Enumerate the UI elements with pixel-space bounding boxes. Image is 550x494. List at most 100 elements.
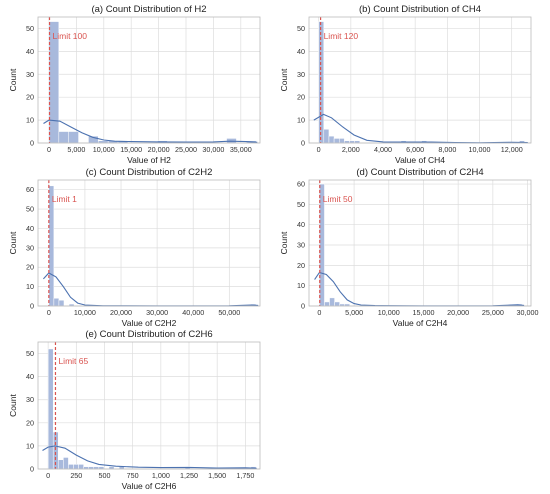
y-tick-label: 20 — [297, 93, 305, 102]
y-tick-label: 20 — [26, 263, 34, 272]
y-tick-label: 0 — [30, 465, 34, 474]
x-tick-label: 0 — [47, 308, 51, 317]
x-axis-label: Value of C2H6 — [122, 481, 177, 491]
y-tick-label: 60 — [26, 185, 34, 194]
y-tick-label: 50 — [297, 24, 305, 33]
chart-title: (e) Count Distribution of C2H6 — [85, 329, 212, 340]
histogram-bar — [63, 457, 69, 470]
chart-title: (a) Count Distribution of H2 — [91, 4, 206, 15]
histogram-bar — [338, 138, 345, 144]
histogram-bar — [68, 464, 74, 470]
x-tick-label: 12,000 — [501, 145, 523, 154]
kde-curve — [42, 445, 257, 469]
y-tick-label: 40 — [26, 224, 34, 233]
x-tick-label: 30,000 — [517, 308, 539, 317]
x-tick-label: 40,000 — [182, 308, 204, 317]
chart-title: (b) Count Distribution of CH4 — [359, 4, 481, 15]
y-tick-label: 50 — [26, 24, 34, 33]
histogram-bar — [324, 301, 330, 307]
y-tick-label: 10 — [26, 282, 34, 291]
y-tick-label: 50 — [26, 205, 34, 214]
x-tick-label: 25,000 — [482, 308, 504, 317]
histogram-bar — [53, 297, 60, 307]
y-tick-label: 20 — [297, 261, 305, 270]
x-tick-label: 0 — [46, 471, 50, 480]
y-axis-label: Count — [279, 231, 289, 254]
histogram-bar — [68, 131, 79, 144]
x-tick-label: 750 — [127, 471, 139, 480]
x-tick-label: 5,000 — [67, 145, 85, 154]
limit-label: Limit 50 — [323, 194, 353, 204]
x-tick-label: 1,500 — [208, 471, 226, 480]
chart-panel-h2: Limit 100 0 5,000 10,000 15,000 20,000 25,000 3… — [8, 4, 261, 165]
chart-panel-c2h2: Limit 1 0 10,000 20,000 30,000 40,000 50,000 0 1… — [8, 167, 261, 328]
x-tick-label: 8,000 — [438, 145, 456, 154]
x-tick-label: 25,000 — [175, 145, 197, 154]
x-tick-label: 10,000 — [469, 145, 491, 154]
x-tick-label: 15,000 — [412, 308, 434, 317]
x-tick-label: 35,000 — [230, 145, 252, 154]
x-tick-label: 20,000 — [110, 308, 132, 317]
y-tick-label: 40 — [297, 47, 305, 56]
histogram-bar — [333, 138, 340, 144]
y-tick-label: 10 — [297, 116, 305, 125]
y-axis-label: Count — [279, 68, 289, 91]
kde-curve — [313, 113, 528, 144]
y-axis-label: Count — [8, 394, 18, 417]
chart-panel-c2h6: Limit 65 0 250 500 750 1,000 1,250 1,500 1,750 0 1… — [8, 329, 261, 491]
x-tick-label: 20,000 — [447, 308, 469, 317]
chart-title: (c) Count Distribution of C2H2 — [86, 167, 213, 178]
x-tick-label: 6,000 — [406, 145, 424, 154]
y-tick-label: 10 — [26, 116, 34, 125]
plot-frame — [308, 16, 532, 144]
x-tick-label: 30,000 — [146, 308, 168, 317]
kde-curve — [42, 272, 259, 307]
chart-panel-ch4: Limit 120 0 2,000 4,000 6,000 8,000 10,000 12,0… — [279, 4, 532, 165]
chart-title: (d) Count Distribution of C2H4 — [356, 167, 483, 178]
y-tick-label: 50 — [297, 200, 305, 209]
limit-label: Limit 100 — [53, 31, 88, 41]
plot-frame — [37, 16, 261, 144]
x-axis-label: Value of C2H2 — [122, 318, 177, 328]
x-tick-label: 10,000 — [74, 308, 96, 317]
histogram-bar — [73, 464, 79, 470]
y-tick-label: 30 — [26, 70, 34, 79]
limit-label: Limit 1 — [52, 194, 77, 204]
y-tick-label: 0 — [30, 302, 34, 311]
y-tick-label: 0 — [301, 302, 305, 311]
limit-label: Limit 120 — [324, 31, 359, 41]
y-tick-label: 20 — [26, 93, 34, 102]
x-tick-label: 1,750 — [236, 471, 254, 480]
plot-frame — [37, 341, 261, 470]
y-tick-label: 30 — [26, 395, 34, 404]
plot-frame — [308, 179, 532, 307]
y-axis-label: Count — [8, 231, 18, 254]
y-tick-label: 20 — [26, 418, 34, 427]
histogram-bar — [78, 464, 84, 470]
y-tick-label: 60 — [297, 180, 305, 189]
y-axis-label: Count — [8, 68, 18, 91]
y-tick-label: 0 — [30, 139, 34, 148]
x-tick-label: 4,000 — [374, 145, 392, 154]
y-tick-label: 40 — [26, 47, 34, 56]
x-axis-label: Value of C2H4 — [393, 318, 448, 328]
x-tick-label: 10,000 — [93, 145, 115, 154]
histogram-bar — [58, 131, 69, 144]
x-tick-label: 0 — [317, 308, 321, 317]
histogram-bar — [58, 459, 64, 470]
histogram-bar — [323, 129, 330, 144]
y-tick-label: 30 — [297, 70, 305, 79]
y-tick-label: 30 — [26, 243, 34, 252]
y-tick-label: 30 — [297, 241, 305, 250]
x-tick-label: 15,000 — [120, 145, 142, 154]
x-tick-label: 250 — [70, 471, 82, 480]
histogram-bar — [47, 348, 54, 470]
x-tick-label: 20,000 — [148, 145, 170, 154]
y-tick-label: 40 — [297, 220, 305, 229]
y-tick-label: 50 — [26, 349, 34, 358]
y-tick-label: 10 — [26, 441, 34, 450]
x-axis-label: Value of CH4 — [395, 155, 445, 165]
chart-panel-c2h4: Limit 50 0 5,000 10,000 15,000 20,000 25,000 30… — [279, 167, 539, 328]
x-tick-label: 10,000 — [378, 308, 400, 317]
x-tick-label: 0 — [317, 145, 321, 154]
